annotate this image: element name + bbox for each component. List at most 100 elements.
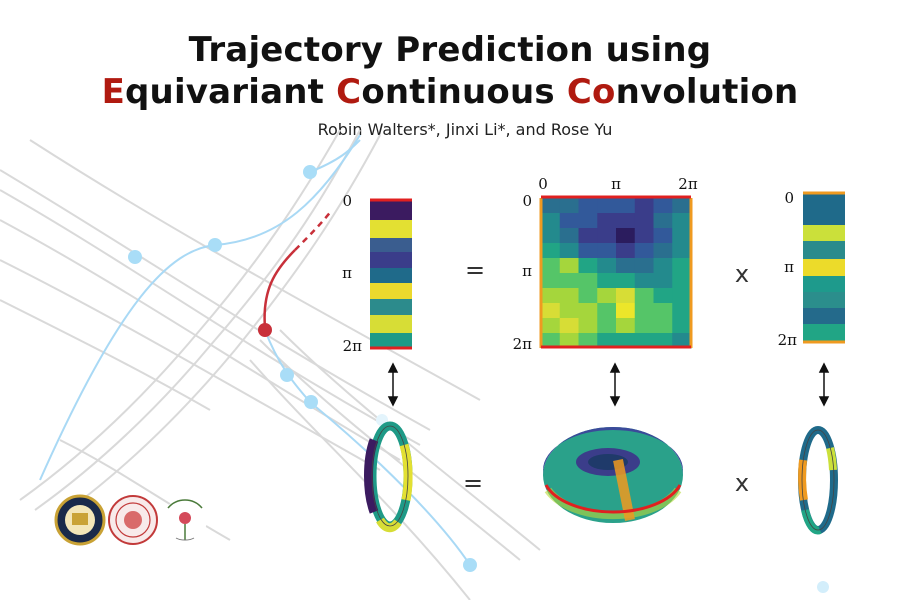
matrix-cell bbox=[559, 288, 579, 304]
matrix-top-tick-0: 0 bbox=[538, 175, 548, 193]
paper-title-line-2: Equivariant Continuous Convolution bbox=[0, 72, 900, 112]
matrix-cell bbox=[634, 303, 654, 319]
matrix-cell bbox=[597, 228, 617, 244]
matrix-cell bbox=[634, 198, 654, 214]
title-segment: quivariant bbox=[125, 72, 337, 112]
left-kernel-vector: 0 π 2π bbox=[342, 192, 412, 355]
matrix-cell bbox=[616, 198, 636, 214]
matrix-cell bbox=[616, 288, 636, 304]
matrix-cell bbox=[559, 333, 579, 349]
right-ring bbox=[798, 426, 838, 535]
kernel-matrix bbox=[541, 198, 692, 349]
matrix-cell bbox=[597, 288, 617, 304]
matrix-cell bbox=[672, 273, 692, 289]
left-ring bbox=[363, 421, 413, 533]
agent-position-marker bbox=[258, 323, 272, 337]
matrix-cell bbox=[541, 318, 561, 334]
right-feature-vector: 0 π 2π bbox=[778, 189, 845, 349]
kernel-torus bbox=[543, 427, 683, 523]
equals-sign-bottom: = bbox=[463, 469, 483, 497]
matrix-cell bbox=[559, 213, 579, 229]
matrix-cell bbox=[559, 228, 579, 244]
matrix-cell bbox=[653, 243, 673, 259]
title-acronym-letter: C bbox=[336, 72, 362, 112]
matrix-cell bbox=[634, 318, 654, 334]
matrix-cell bbox=[653, 228, 673, 244]
matrix-cell bbox=[578, 228, 598, 244]
matrix-cell bbox=[541, 303, 561, 319]
matrix-cell bbox=[653, 273, 673, 289]
matrix-cell bbox=[597, 243, 617, 259]
matrix-cell bbox=[653, 288, 673, 304]
matrix-cell bbox=[541, 273, 561, 289]
matrix-cell bbox=[578, 258, 598, 274]
matrix-cell bbox=[597, 318, 617, 334]
title-acronym-letter: E bbox=[101, 72, 125, 112]
left-tick-2pi: 2π bbox=[343, 337, 363, 355]
matrix-cell bbox=[559, 243, 579, 259]
matrix-cell bbox=[672, 213, 692, 229]
matrix-cell bbox=[559, 318, 579, 334]
matrix-cell bbox=[634, 258, 654, 274]
predicted-trajectory bbox=[258, 209, 333, 337]
title-segment: nvolution bbox=[615, 72, 799, 112]
matrix-cell bbox=[634, 228, 654, 244]
matrix-left-tick-2pi: 2π bbox=[513, 335, 533, 353]
matrix-cell bbox=[616, 213, 636, 229]
matrix-cell bbox=[597, 303, 617, 319]
right-tick-2pi: 2π bbox=[778, 331, 798, 349]
matrix-cell bbox=[541, 243, 561, 259]
matrix-cell bbox=[578, 333, 598, 349]
matrix-cell bbox=[634, 243, 654, 259]
matrix-cell bbox=[634, 273, 654, 289]
left-tick-pi: π bbox=[342, 264, 352, 282]
matrix-cell bbox=[634, 213, 654, 229]
matrix-cell bbox=[559, 258, 579, 274]
kernel-matrix-frame: 0 π 2π 0 π 2π bbox=[513, 175, 698, 353]
left-tick-0: 0 bbox=[342, 192, 352, 210]
matrix-cell bbox=[672, 288, 692, 304]
matrix-cell bbox=[597, 213, 617, 229]
times-sign-top: x bbox=[735, 260, 749, 288]
matrix-cell bbox=[578, 198, 598, 214]
matrix-cell bbox=[672, 258, 692, 274]
matrix-cell bbox=[541, 198, 561, 214]
matrix-top-tick-2pi: 2π bbox=[678, 175, 698, 193]
matrix-cell bbox=[672, 333, 692, 349]
title-acronym-letter: Co bbox=[566, 72, 616, 112]
matrix-cell bbox=[578, 213, 598, 229]
matrix-cell bbox=[616, 228, 636, 244]
times-sign-bottom: x bbox=[735, 469, 749, 497]
right-tick-pi: π bbox=[784, 258, 794, 276]
matrix-cell bbox=[578, 318, 598, 334]
matrix-top-tick-pi: π bbox=[611, 175, 621, 193]
matrix-cell bbox=[616, 318, 636, 334]
matrix-cell bbox=[578, 303, 598, 319]
matrix-left-tick-0: 0 bbox=[522, 192, 532, 210]
matrix-cell bbox=[653, 333, 673, 349]
paper-title-line-1: Trajectory Prediction using bbox=[188, 30, 712, 70]
authors: Robin Walters*, Jinxi Li*, and Rose Yu bbox=[317, 120, 613, 139]
matrix-cell bbox=[541, 333, 561, 349]
matrix-cell bbox=[634, 288, 654, 304]
matrix-cell bbox=[672, 318, 692, 334]
matrix-cell bbox=[653, 318, 673, 334]
matrix-cell bbox=[578, 288, 598, 304]
matrix-cell bbox=[653, 258, 673, 274]
matrix-left-tick-pi: π bbox=[522, 262, 532, 280]
matrix-cell bbox=[653, 303, 673, 319]
matrix-cell bbox=[541, 288, 561, 304]
matrix-cell bbox=[559, 273, 579, 289]
matrix-cell bbox=[672, 243, 692, 259]
lane-waypoints bbox=[128, 165, 829, 593]
matrix-cell bbox=[672, 228, 692, 244]
matrix-cell bbox=[597, 333, 617, 349]
matrix-cell bbox=[559, 303, 579, 319]
matrix-cell bbox=[672, 198, 692, 214]
equals-sign-top: = bbox=[465, 256, 485, 284]
correspondence-arrows bbox=[387, 362, 830, 407]
title-segment: ontinuous bbox=[361, 72, 567, 112]
right-tick-0: 0 bbox=[784, 189, 794, 207]
matrix-cell bbox=[597, 198, 617, 214]
